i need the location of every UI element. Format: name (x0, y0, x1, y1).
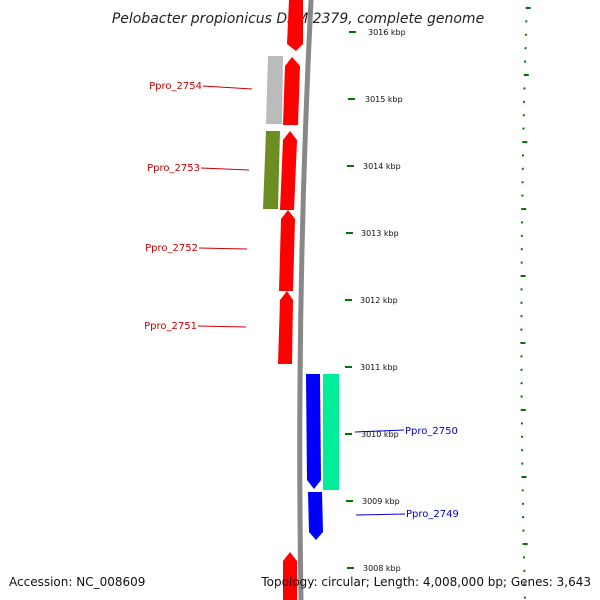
feature-track (263, 56, 339, 490)
gene-label-ppro-2751[interactable]: Ppro_2751 (144, 321, 197, 332)
outer-dotted-ring (520, 7, 531, 599)
leader-line (355, 513, 406, 516)
accession-text: Accession: NC_008609 (9, 575, 145, 589)
tick-label: 3010 kbp (361, 430, 399, 439)
gene-arrow-ppro-2753[interactable] (280, 131, 297, 210)
tick-ruler: 3016 kbp 3015 kbp 3014 kbp 3013 kbp 3012… (345, 28, 406, 573)
tick-label: 3009 kbp (362, 497, 400, 506)
tick-label: 3013 kbp (361, 229, 399, 238)
gene-arrow-ppro-2754[interactable] (283, 57, 300, 125)
leader-line (197, 325, 247, 328)
leader-line (200, 167, 250, 171)
gene-arrow-ppro-2749[interactable] (308, 492, 323, 540)
leader-line (354, 429, 405, 433)
summary-text: Topology: circular; Length: 4,008,000 bp… (260, 575, 591, 589)
gene-label-ppro-2753[interactable]: Ppro_2753 (147, 163, 200, 174)
gene-arrow-top[interactable] (287, 0, 303, 51)
gene-arrow-ppro-2752[interactable] (279, 210, 295, 291)
tick-label: 3012 kbp (360, 296, 398, 305)
gene-label-ppro-2749[interactable]: Ppro_2749 (406, 509, 459, 520)
reverse-strand-genes (306, 374, 323, 540)
gene-arrow-ppro-2750[interactable] (306, 374, 321, 489)
gene-arrow-bottom[interactable] (283, 552, 297, 600)
leader-line (198, 247, 248, 250)
gene-label-ppro-2754[interactable]: Ppro_2754 (149, 81, 202, 92)
feature-mint[interactable] (323, 374, 339, 490)
tick-label: 3008 kbp (363, 564, 401, 573)
genome-backbone (297, 0, 314, 600)
tick-label: 3016 kbp (368, 28, 406, 37)
gene-label-ppro-2750[interactable]: Ppro_2750 (405, 426, 458, 437)
gene-label-ppro-2752[interactable]: Ppro_2752 (145, 243, 198, 254)
tick-label: 3015 kbp (365, 95, 403, 104)
feature-olive[interactable] (263, 131, 280, 209)
tick-label: 3014 kbp (363, 162, 401, 171)
tick-label: 3011 kbp (360, 363, 398, 372)
forward-strand-genes (278, 0, 303, 600)
gene-labels: Ppro_2754 Ppro_2753 Ppro_2752 Ppro_2751 … (144, 81, 459, 520)
leader-line (202, 85, 253, 90)
gene-arrow-ppro-2751[interactable] (278, 291, 293, 364)
feature-gray[interactable] (266, 56, 283, 124)
